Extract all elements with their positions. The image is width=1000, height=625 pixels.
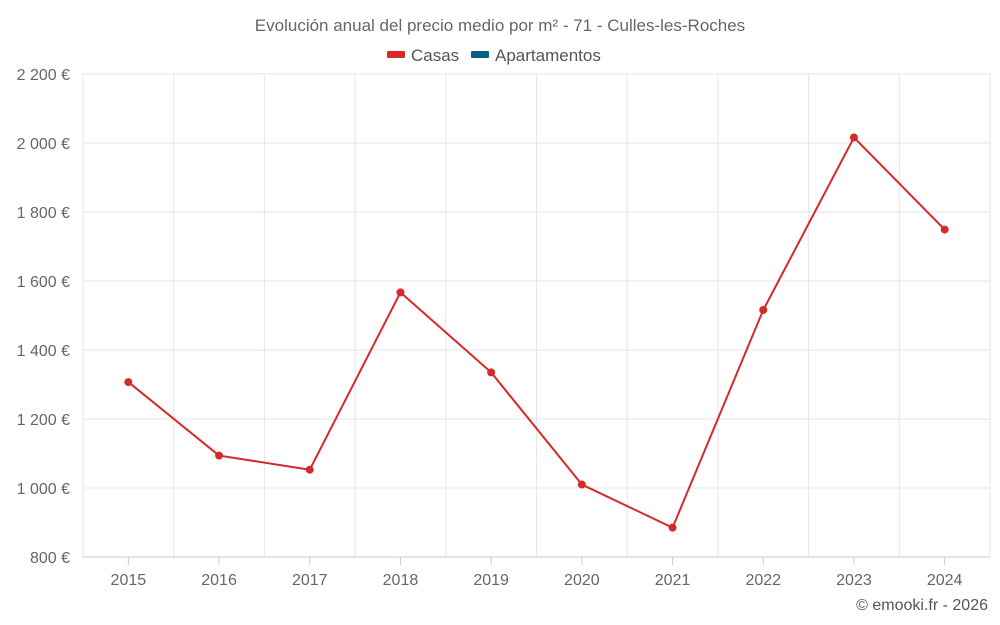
- y-tick-label: 1 200 €: [17, 412, 70, 429]
- data-point-casas[interactable]: [305, 465, 314, 474]
- x-tick-label: 2016: [201, 572, 237, 589]
- legend: Casas Apartamentos: [387, 46, 601, 65]
- y-tick-label: 2 000 €: [17, 136, 70, 153]
- grid: [82, 73, 991, 557]
- data-point-casas[interactable]: [940, 225, 949, 234]
- y-tick-label: 1 400 €: [17, 343, 70, 360]
- series-line-casas: [127, 136, 946, 529]
- chart-title: Evolución anual del precio medio por m² …: [255, 16, 745, 35]
- y-tick-label: 800 €: [30, 550, 70, 567]
- x-tick-label: 2022: [745, 572, 781, 589]
- x-tick-label: 2021: [655, 572, 691, 589]
- credit-text: © emooki.fr - 2026: [856, 597, 988, 614]
- x-tick-label: 2018: [383, 572, 419, 589]
- data-point-casas[interactable]: [487, 368, 496, 377]
- legend-swatch-casas: [387, 51, 405, 58]
- data-point-casas[interactable]: [215, 451, 224, 460]
- x-tick-label: 2019: [473, 572, 509, 589]
- legend-label-apartamentos: Apartamentos: [495, 46, 601, 65]
- x-tick-label: 2020: [564, 572, 600, 589]
- data-point-casas[interactable]: [668, 523, 677, 532]
- data-point-casas[interactable]: [849, 133, 858, 142]
- legend-swatch-apartamentos: [471, 51, 489, 58]
- y-tick-label: 1 000 €: [17, 481, 70, 498]
- x-tick-label: 2024: [927, 572, 963, 589]
- y-axis: 800 € 1 000 € 1 200 € 1 400 € 1 600 € 1 800 €…: [17, 67, 70, 567]
- x-tick-label: 2015: [111, 572, 147, 589]
- x-axis: 2015 2016 2017 2018 2019 2020 2021 2022 2023 2024: [83, 556, 990, 589]
- x-tick-label: 2023: [836, 572, 872, 589]
- data-point-casas[interactable]: [124, 378, 133, 387]
- legend-label-casas: Casas: [411, 46, 459, 65]
- x-tick-label: 2017: [292, 572, 328, 589]
- data-point-casas[interactable]: [577, 480, 586, 489]
- y-tick-label: 2 200 €: [17, 67, 70, 84]
- legend-item-casas[interactable]: Casas: [387, 46, 459, 65]
- legend-item-apartamentos[interactable]: Apartamentos: [471, 46, 601, 65]
- series-casas: [124, 133, 949, 532]
- y-tick-label: 1 800 €: [17, 205, 70, 222]
- y-tick-label: 1 600 €: [17, 274, 70, 291]
- data-point-casas[interactable]: [396, 288, 405, 297]
- data-point-casas[interactable]: [759, 305, 768, 314]
